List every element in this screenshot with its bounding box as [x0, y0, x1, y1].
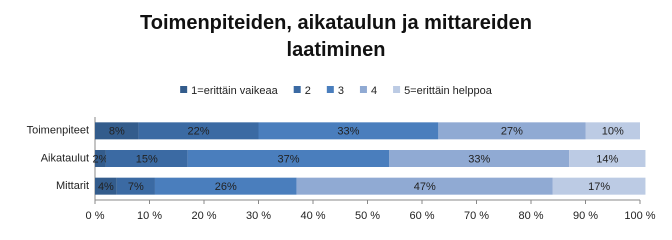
- x-tick-label: 90 %: [573, 210, 598, 222]
- bar-segment: [552, 177, 646, 195]
- legend-swatch: [293, 86, 301, 93]
- data-label: 17%: [588, 181, 610, 193]
- bar-segment: [116, 177, 155, 195]
- data-label: 8%: [109, 126, 125, 138]
- bar-segment: [438, 122, 586, 140]
- legend-swatch: [180, 86, 188, 93]
- legend-label: 5=erittäin helppoa: [404, 85, 493, 97]
- x-tick-label: 10 %: [137, 210, 162, 222]
- bar-segment: [258, 122, 439, 140]
- x-tick-label: 20 %: [191, 210, 216, 222]
- legend-swatch: [359, 86, 367, 93]
- x-tick-label: 100 %: [624, 210, 655, 222]
- data-label: 7%: [128, 181, 144, 193]
- bar-segment: [296, 177, 553, 195]
- legend-label: 4: [371, 85, 377, 97]
- data-label: 4%: [98, 181, 114, 193]
- x-tick-label: 0 %: [86, 210, 105, 222]
- page: {"chart_data": {"type": "stacked-bar-hor…: [26, 12, 656, 222]
- x-tick-label: 50 %: [355, 210, 380, 222]
- bar-segment: [187, 150, 390, 167]
- x-tick-label: 60 %: [409, 210, 434, 222]
- legend-label: 3: [338, 85, 344, 97]
- chart: 0 % 10 % 20 % 30 % 40 % 50 % 60 % 70 % 80 % 90 % 1…: [27, 85, 656, 222]
- bar-segment: [154, 177, 297, 195]
- bar-segment: [95, 122, 139, 140]
- data-label: 47%: [414, 181, 436, 193]
- data-label: 2%: [92, 153, 108, 165]
- bar-segment: [585, 122, 640, 140]
- y-tick-label: Aikataulut: [41, 152, 89, 164]
- bar-segment: [105, 150, 188, 167]
- data-label: 37%: [277, 153, 299, 165]
- data-label: 27%: [501, 126, 523, 138]
- data-label: 22%: [188, 126, 210, 138]
- y-tick-label: Toimenpiteet: [27, 125, 89, 137]
- legend-label: 2: [305, 85, 311, 97]
- bar-segment: [138, 122, 259, 140]
- x-tick-label: 40 %: [300, 210, 325, 222]
- y-tick-label: Mittarit: [56, 180, 89, 192]
- x-tick-label: 70 %: [464, 210, 489, 222]
- bar-segment: [95, 150, 106, 167]
- data-label: 33%: [337, 126, 359, 138]
- legend-label: 1=erittäin vaikeaa: [191, 85, 278, 97]
- data-label: 15%: [136, 153, 158, 165]
- bar-segment: [569, 150, 646, 167]
- data-label: 10%: [602, 126, 624, 138]
- x-tick-label: 30 %: [246, 210, 271, 222]
- legend-swatch: [393, 86, 401, 93]
- bar-segment: [95, 177, 117, 195]
- data-label: 33%: [468, 153, 490, 165]
- chart-title: Toimenpiteiden, aikataulun ja mittareide…: [140, 12, 532, 61]
- legend-swatch: [326, 86, 334, 93]
- x-tick-label: 80 %: [518, 210, 543, 222]
- data-label: 14%: [596, 153, 618, 165]
- bar-segment: [389, 150, 570, 167]
- data-label: 26%: [215, 181, 237, 193]
